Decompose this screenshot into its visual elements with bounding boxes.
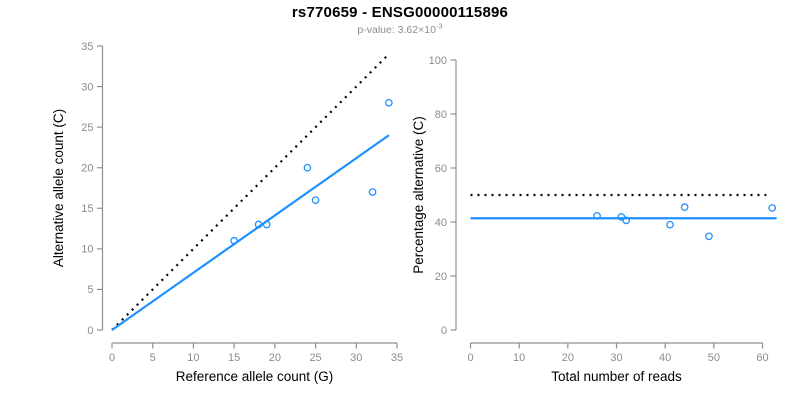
y-tick-label: 30	[81, 81, 93, 93]
data-point	[368, 188, 377, 196]
y-tick-label: 35	[81, 41, 93, 53]
y-axis-title: Alternative allele count (C)	[51, 109, 66, 267]
y-tick-label: 10	[81, 244, 93, 256]
data-point	[768, 204, 777, 212]
x-tick-label: 10	[187, 352, 199, 364]
x-tick-label: 25	[309, 352, 321, 364]
data-point	[622, 216, 631, 225]
figure-title: rs770659 - ENSG00000115896	[291, 4, 509, 21]
y-tick-label: 20	[81, 163, 93, 175]
y-tick-label: 25	[81, 122, 93, 134]
x-tick-label: 35	[391, 352, 403, 364]
data-point	[705, 232, 713, 241]
y-axis-title: Percentage alternative (C)	[411, 116, 426, 274]
data-point	[262, 220, 271, 229]
x-tick-label: 40	[659, 352, 671, 364]
y-tick-label: 15	[81, 203, 93, 215]
identity-line	[111, 53, 390, 331]
figure-subtitle: p-value: 3.62×10-3	[0, 21, 800, 36]
x-axis-title: Total number of reads	[551, 369, 682, 384]
y-tick-label: 100	[429, 55, 447, 67]
x-axis-title: Reference allele count (G)	[176, 369, 334, 384]
data-point	[593, 211, 601, 220]
data-point	[311, 196, 320, 205]
x-tick-label: 0	[467, 352, 473, 364]
data-point	[385, 98, 393, 107]
y-tick-label: 0	[441, 325, 447, 337]
y-tick-label: 0	[87, 325, 93, 337]
x-tick-label: 30	[350, 352, 362, 364]
y-tick-label: 40	[435, 217, 447, 229]
data-point	[303, 163, 312, 172]
fit-line	[111, 134, 390, 331]
x-tick-label: 5	[150, 352, 156, 364]
x-tick-label: 15	[228, 352, 240, 364]
pvalue-exponent: -3	[435, 21, 443, 31]
y-tick-label: 60	[435, 163, 447, 175]
x-tick-label: 60	[756, 352, 768, 364]
y-tick-label: 20	[435, 271, 447, 283]
x-tick-label: 30	[610, 352, 622, 364]
x-tick-label: 10	[513, 352, 525, 364]
y-tick-label: 5	[87, 284, 93, 296]
data-point	[680, 203, 689, 211]
x-tick-label: 20	[562, 352, 574, 364]
data-point	[230, 236, 238, 245]
data-point	[666, 220, 674, 229]
pvalue-text: p-value: 3.62×10	[357, 24, 436, 36]
y-tick-label: 80	[435, 109, 447, 121]
data-point	[617, 213, 626, 221]
x-tick-label: 20	[269, 352, 281, 364]
data-point	[254, 220, 263, 229]
x-tick-label: 0	[109, 352, 115, 364]
x-tick-label: 50	[708, 352, 720, 364]
